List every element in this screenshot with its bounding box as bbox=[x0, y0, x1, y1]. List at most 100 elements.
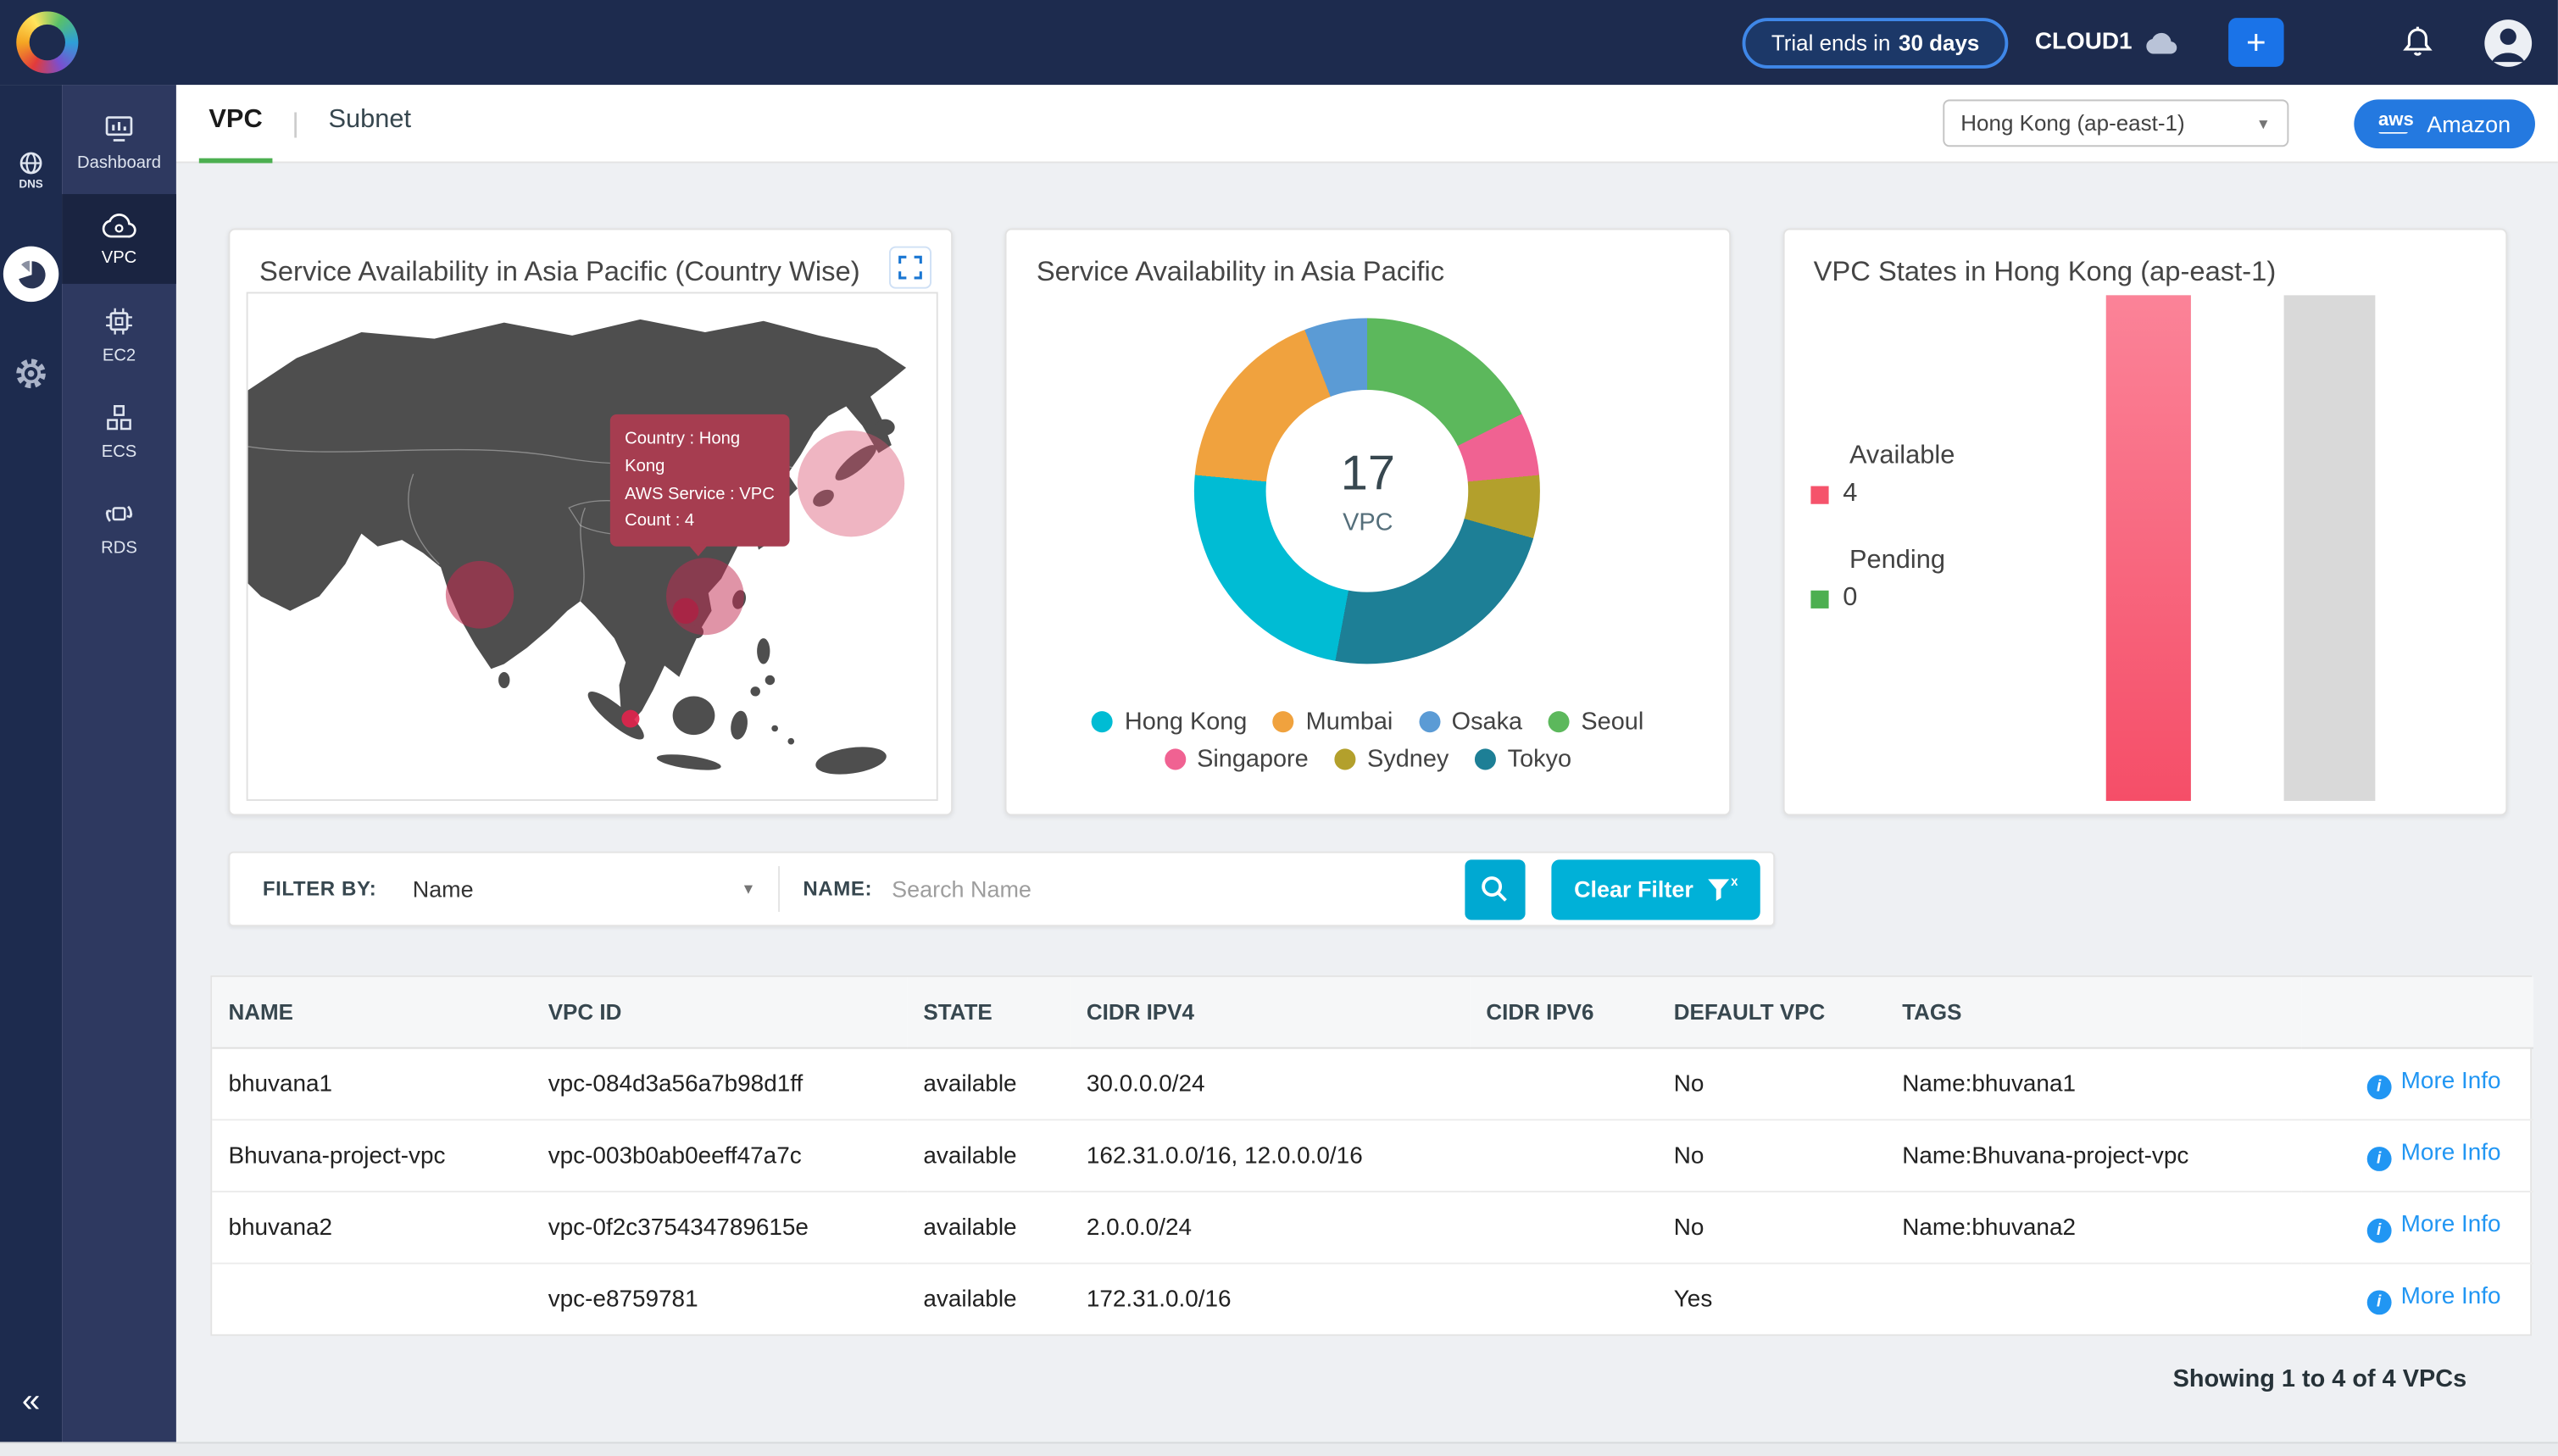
trial-text: Trial ends in bbox=[1771, 31, 1891, 55]
table-cell: bhuvana1 bbox=[212, 1048, 531, 1120]
sidebar-item-vpc[interactable]: VPC bbox=[62, 194, 176, 284]
donut-chart[interactable]: 17 VPC bbox=[1195, 318, 1541, 664]
column-header: CIDR IPV4 bbox=[1070, 977, 1471, 1048]
top-navbar: Trial ends in 30 days CLOUD1 + bbox=[0, 0, 2558, 85]
donut-legend-item[interactable]: Tokyo bbox=[1475, 746, 1571, 774]
column-header: CIDR IPV6 bbox=[1470, 977, 1657, 1048]
legend-label: Osaka bbox=[1452, 708, 1522, 736]
user-avatar[interactable] bbox=[2483, 17, 2533, 68]
legend-label: Seoul bbox=[1581, 708, 1643, 736]
more-info-link[interactable]: More Info bbox=[2401, 1212, 2501, 1238]
provider-label: Amazon bbox=[2427, 110, 2511, 136]
settings-gear-icon[interactable] bbox=[0, 354, 62, 393]
active-rail-highlight bbox=[3, 247, 58, 302]
legend-dot-icon bbox=[1273, 711, 1294, 732]
map-tooltip: Country : Hong Kong AWS Service : VPC Co… bbox=[610, 414, 790, 547]
clear-filter-button[interactable]: Clear Filter x bbox=[1551, 859, 1760, 919]
search-input[interactable] bbox=[892, 876, 1458, 903]
filter-by-label: FILTER BY: bbox=[263, 877, 377, 900]
legend-label: Tokyo bbox=[1508, 746, 1571, 774]
sidebar-item-rds[interactable]: RDS bbox=[62, 483, 176, 573]
pagination-summary: Showing 1 to 4 of 4 VPCs bbox=[176, 1365, 2532, 1393]
provider-amazon-button[interactable]: aws Amazon bbox=[2354, 98, 2535, 147]
column-header: NAME bbox=[212, 977, 531, 1048]
legend-value: 0 bbox=[1843, 584, 1857, 614]
legend-dot-icon bbox=[1549, 711, 1570, 732]
legend-label: Hong Kong bbox=[1125, 708, 1247, 736]
donut-center: 17 VPC bbox=[1266, 390, 1469, 592]
sidebar-item-label: ECS bbox=[102, 442, 137, 462]
asia-map[interactable]: Country : Hong Kong AWS Service : VPC Co… bbox=[247, 292, 939, 802]
table-cell: Yes bbox=[1657, 1264, 1885, 1335]
table-cell: 172.31.0.0/16 bbox=[1070, 1264, 1471, 1335]
bar-card: VPC States in Hong Kong (ap-east-1) Avai… bbox=[1782, 228, 2507, 815]
tab-vpc[interactable]: VPC bbox=[199, 84, 272, 162]
table-cell bbox=[1886, 1264, 2302, 1335]
filter-by-select[interactable]: Name ▼ bbox=[413, 876, 756, 903]
table-row: Bhuvana-project-vpcvpc-003b0ab0eeff47a7c… bbox=[212, 1120, 2533, 1192]
bubble-india bbox=[446, 561, 514, 629]
vpc-table-body: bhuvana1vpc-084d3a56a7b98d1ffavailable30… bbox=[212, 1048, 2533, 1335]
donut-legend-item[interactable]: Hong Kong bbox=[1092, 708, 1247, 736]
sidebar-item-dashboard[interactable]: Dashboard bbox=[62, 97, 176, 187]
trial-badge-button[interactable]: Trial ends in 30 days bbox=[1742, 17, 2009, 68]
monitoring-icon[interactable] bbox=[0, 247, 62, 302]
bar-legend-item-pending: Pending 0 bbox=[1810, 547, 1955, 614]
table-cell: 2.0.0.0/24 bbox=[1070, 1192, 1471, 1264]
horizontal-scrollbar[interactable] bbox=[0, 1442, 2558, 1456]
map-card: Service Availability in Asia Pacific (Co… bbox=[228, 228, 953, 815]
more-info-link[interactable]: More Info bbox=[2401, 1069, 2501, 1095]
clear-filter-label: Clear Filter bbox=[1574, 876, 1693, 903]
column-header: TAGS bbox=[1886, 977, 2302, 1048]
column-header bbox=[2302, 977, 2533, 1048]
sidebar-item-label: RDS bbox=[101, 538, 137, 558]
table-cell: No bbox=[1657, 1192, 1885, 1264]
bar-slot[interactable] bbox=[2283, 295, 2375, 801]
bar-slot[interactable] bbox=[2105, 295, 2190, 801]
donut-legend-item[interactable]: Mumbai bbox=[1273, 708, 1393, 736]
account-menu[interactable]: CLOUD1 bbox=[2035, 30, 2180, 56]
donut-legend-item[interactable]: Singapore bbox=[1165, 746, 1309, 774]
more-info-link[interactable]: More Info bbox=[2401, 1284, 2501, 1310]
table-cell: vpc-003b0ab0eeff47a7c bbox=[531, 1120, 907, 1192]
region-select[interactable]: Hong Kong (ap-east-1) ▼ bbox=[1943, 99, 2288, 147]
sidebar-item-ecs[interactable]: ECS bbox=[62, 386, 176, 476]
bubble-singapore bbox=[621, 710, 639, 728]
filter-by-value: Name bbox=[413, 876, 474, 903]
donut-legend-item[interactable]: Seoul bbox=[1549, 708, 1643, 736]
dashboard-icon bbox=[103, 113, 135, 145]
table-cell: Bhuvana-project-vpc bbox=[212, 1120, 531, 1192]
bar-card-title: VPC States in Hong Kong (ap-east-1) bbox=[1784, 230, 2505, 288]
tab-subnet[interactable]: Subnet bbox=[319, 84, 421, 162]
donut-legend-item[interactable]: Sydney bbox=[1335, 746, 1449, 774]
donut-center-label: VPC bbox=[1343, 508, 1393, 536]
fullscreen-expand-icon[interactable] bbox=[890, 247, 932, 289]
icon-rail: DNS « bbox=[0, 85, 62, 1456]
table-header-row: NAMEVPC IDSTATECIDR IPV4CIDR IPV6DEFAULT… bbox=[212, 977, 2533, 1048]
donut-legend-item[interactable]: Osaka bbox=[1419, 708, 1522, 736]
notifications-bell-icon[interactable] bbox=[2400, 25, 2435, 60]
table-cell: available bbox=[907, 1120, 1070, 1192]
add-button[interactable]: + bbox=[2228, 18, 2283, 67]
search-button[interactable] bbox=[1465, 859, 1525, 919]
table-cell bbox=[1470, 1048, 1657, 1120]
sidebar-item-ec2[interactable]: EC2 bbox=[62, 291, 176, 381]
table-cell: 30.0.0.0/24 bbox=[1070, 1048, 1471, 1120]
table-cell: vpc-e8759781 bbox=[531, 1264, 907, 1335]
table-cell bbox=[1470, 1264, 1657, 1335]
sidebar-collapse-button[interactable]: « bbox=[0, 1383, 62, 1420]
tooltip-service: AWS Service : VPC bbox=[625, 481, 775, 508]
legend-label: Singapore bbox=[1197, 746, 1309, 774]
vpc-cloud-icon bbox=[101, 211, 136, 239]
column-header: DEFAULT VPC bbox=[1657, 977, 1885, 1048]
svg-text:DNS: DNS bbox=[19, 177, 42, 190]
column-header: STATE bbox=[907, 977, 1070, 1048]
legend-dot-icon bbox=[1092, 711, 1113, 732]
table-cell: available bbox=[907, 1048, 1070, 1120]
more-info-link[interactable]: More Info bbox=[2401, 1140, 2501, 1166]
legend-dot-icon bbox=[1335, 748, 1356, 770]
table-cell bbox=[212, 1264, 531, 1335]
dns-icon[interactable]: DNS bbox=[0, 150, 62, 192]
brand-logo[interactable] bbox=[16, 11, 78, 73]
table-cell: Name:bhuvana1 bbox=[1886, 1048, 2302, 1120]
